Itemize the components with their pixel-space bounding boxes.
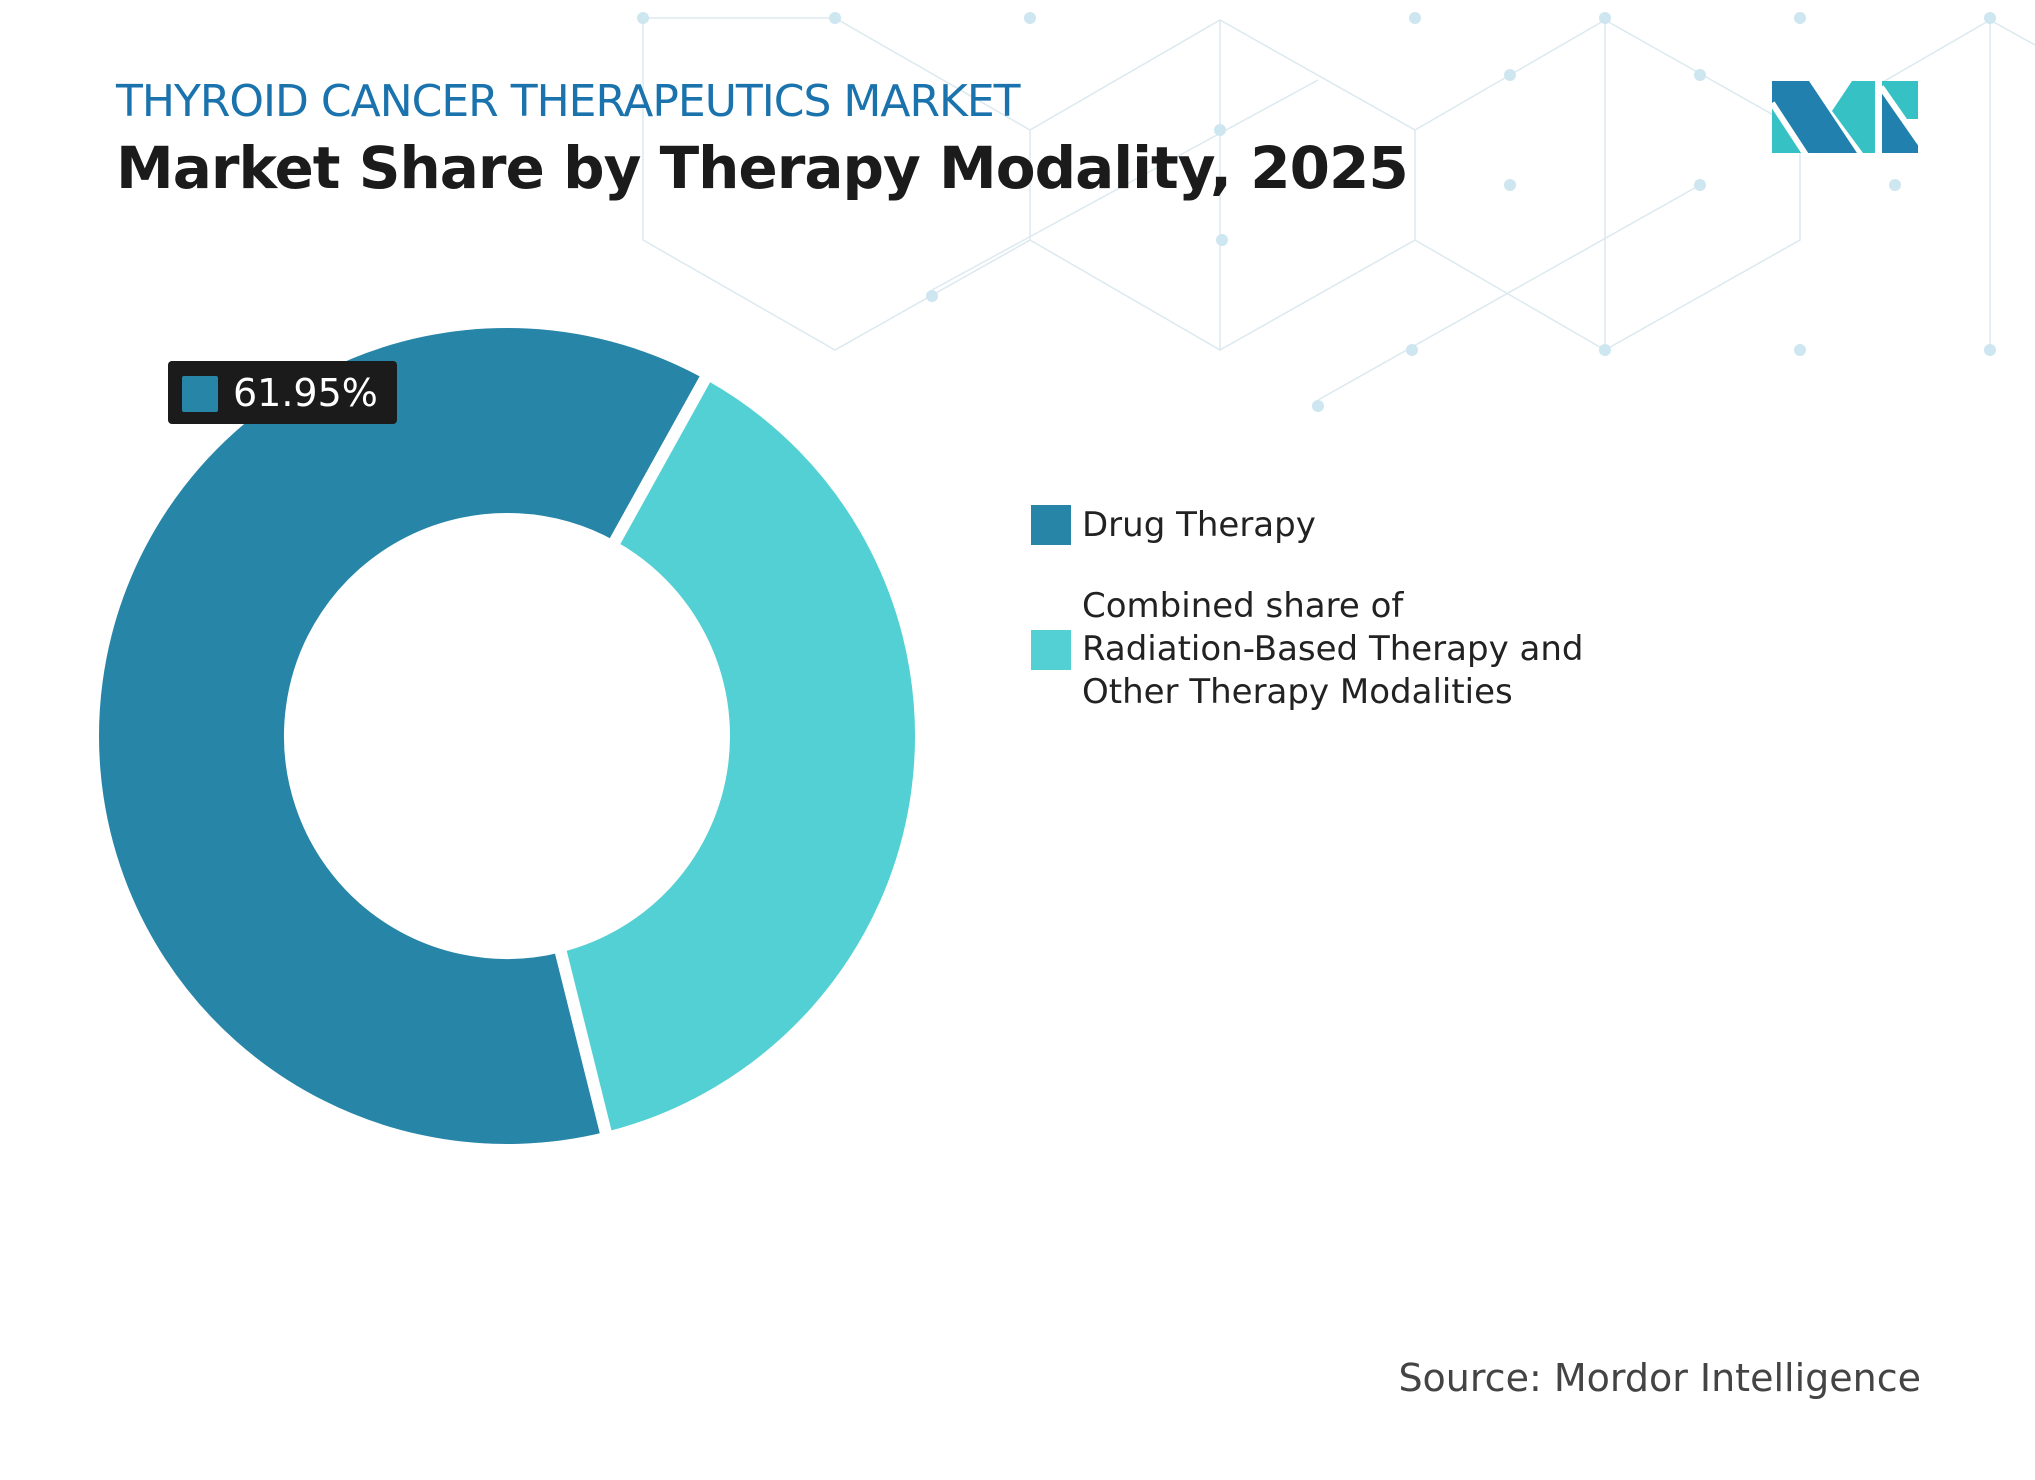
legend-swatch <box>1031 505 1071 545</box>
data-label-drug-therapy: 61.95% <box>168 361 397 424</box>
donut-slice-drug-therapy[interactable] <box>87 316 717 1156</box>
mordor-intelligence-logo <box>1772 81 1918 153</box>
chart-title: Market Share by Therapy Modality, 2025 <box>116 134 1409 202</box>
source-note: Source: Mordor Intelligence <box>1398 1356 1921 1400</box>
legend-label-line-3: Other Therapy Modalities <box>1082 672 1513 712</box>
legend-label: Drug Therapy <box>1082 505 1316 545</box>
legend-label-line-1: Combined share of <box>1082 586 1404 626</box>
data-label-value: 61.95% <box>233 371 378 415</box>
legend-swatch <box>1031 630 1071 670</box>
hex-background-pattern <box>637 12 2035 412</box>
legend-label-line-2: Radiation-Based Therapy and <box>1082 629 1584 669</box>
donut-slice-combined-share[interactable] <box>552 365 927 1145</box>
donut-chart <box>87 316 927 1156</box>
chart-subtitle: THYROID CANCER THERAPEUTICS MARKET <box>116 76 1021 127</box>
data-label-swatch <box>182 376 218 412</box>
